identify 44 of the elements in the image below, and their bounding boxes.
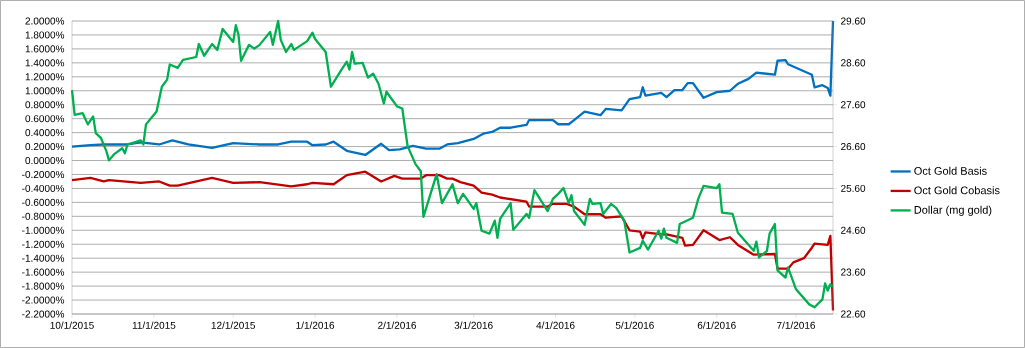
legend-label: Oct Gold Basis [914,166,987,175]
y-tick-label: -1.2000% [22,240,65,248]
y-tick-label: 0.0000% [25,156,65,165]
x-tick-label: 10/1/2015 [50,321,94,329]
y-tick-label: 1.6000% [25,45,65,53]
y-tick-label: -0.2000% [22,170,65,179]
line-series [70,19,835,309]
x-tick-label: 7/1/2016 [777,321,816,329]
y2-tick-label: 25.60 [841,184,866,192]
legend-label: Oct Gold Cobasis [914,186,1000,195]
x-tick-label: 12/1/2015 [211,321,256,329]
y-tick-label: -0.4000% [22,184,65,192]
y2-tick-label: 24.60 [841,226,866,234]
x-tick-label: 1/1/2016 [296,321,335,329]
x-tick-label: 4/1/2016 [536,321,575,329]
y-tick-label: -2.0000% [22,296,65,304]
y2-tick-label: 28.60 [841,59,866,67]
x-tick-label: 3/1/2016 [454,321,493,329]
y2-tick-label: 29.60 [841,17,866,25]
y-tick-label: -1.4000% [22,254,65,262]
x-tick-label: 2/1/2016 [378,321,417,329]
y-tick-label: -1.6000% [22,268,65,276]
y2-tick-label: 27.60 [841,101,866,109]
x-tick-label: 6/1/2016 [697,321,736,329]
y-tick-label: 0.2000% [25,143,65,151]
y-tick-label: 0.6000% [25,115,65,123]
y-tick-label: 0.8000% [25,101,65,109]
y-tick-label: -2.2000% [22,310,65,318]
y-tick-label: 1.0000% [25,87,65,95]
y-tick-label: -1.0000% [22,226,65,234]
y-tick-label: 0.4000% [25,129,65,137]
x-tick-label: 11/1/2015 [132,321,176,329]
x-tick-label: 5/1/2016 [615,321,654,329]
y-tick-label: 1.8000% [25,31,65,39]
legend-label: Dollar (mg gold) [914,205,992,216]
y-tick-label: 1.2000% [25,73,65,81]
y-tick-label: -0.6000% [22,198,65,206]
y-tick-label: 1.4000% [25,59,65,67]
y2-tick-label: 22.60 [841,310,866,318]
y-tick-label: -1.8000% [22,282,65,290]
y-tick-label: -0.8000% [22,212,65,220]
y2-tick-label: 23.60 [841,268,866,276]
y-tick-label: 2.0000% [25,17,65,25]
y2-tick-label: 26.60 [841,143,866,151]
